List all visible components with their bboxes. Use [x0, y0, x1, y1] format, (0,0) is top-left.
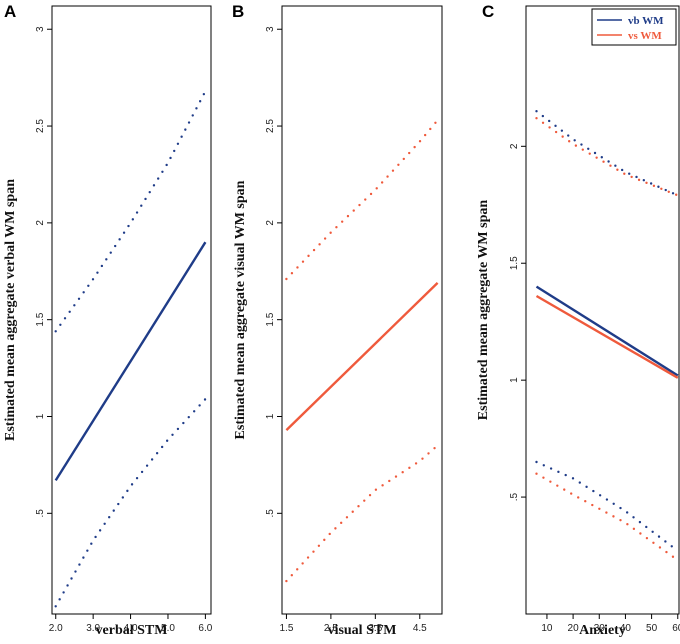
- x-tick-label: 6.0: [198, 623, 212, 634]
- x-tick-label: 4.0: [124, 623, 138, 634]
- panel-letter: B: [232, 2, 244, 21]
- y-tick-label: 1: [265, 413, 276, 419]
- y-tick-label: 2: [265, 220, 276, 226]
- y-tick-label: 3: [265, 26, 276, 32]
- estimate-line-visual-0: [285, 282, 439, 431]
- legend-label: vs WM: [628, 30, 662, 42]
- x-tick-label: 2.5: [324, 623, 338, 634]
- x-tick-label: 60: [672, 623, 680, 634]
- y-tick-label: 3: [35, 26, 46, 32]
- panel-b: B 1.5 2.5 3.5 4.5 .5 1 1.5 2 2.5 3 visual STM Estima…: [232, 2, 443, 638]
- y-tick-label: .5: [509, 492, 520, 501]
- y-tick-label: 1: [509, 377, 520, 383]
- x-tick-label: 3.0: [86, 623, 100, 634]
- panel-c: C 10 20 30 40 50 60 .5 1 1.5 2 Anxiety Estimated mea…: [476, 2, 680, 638]
- y-tick-label: 1.5: [509, 256, 520, 270]
- estimate-line-verbal-0: [535, 285, 679, 377]
- x-tick-label: 40: [620, 623, 632, 634]
- y-axis-title: Estimated mean aggregate verbal WM span: [3, 179, 18, 441]
- plot-frame: [281, 5, 443, 615]
- y-tick-label: 2: [509, 143, 520, 149]
- x-tick-label: 4.5: [413, 623, 427, 634]
- panel-a: A 2.0 3.0 4.0 5.0 6.0 .5 1 1.5 2 2.5 3 verbal STM Est…: [3, 2, 213, 638]
- plot-frame: [51, 5, 212, 615]
- y-tick-label: 2: [35, 220, 46, 226]
- y-tick-label: 1.5: [35, 312, 46, 326]
- x-tick-label: 50: [646, 623, 658, 634]
- panel-letter: A: [4, 2, 16, 21]
- x-tick-label: 30: [594, 623, 606, 634]
- estimate-line-visual-1: [535, 294, 679, 379]
- y-axis-title: Estimated mean aggregate WM span: [476, 200, 491, 421]
- ci-line-verbal-2: [54, 397, 207, 608]
- x-tick-label: 3.5: [368, 623, 382, 634]
- legend-label: vb WM: [628, 15, 664, 27]
- x-axis-title: Anxiety: [579, 623, 626, 638]
- ci-line-visual-2: [285, 444, 439, 583]
- y-tick-label: 1: [35, 413, 46, 419]
- x-tick-label: 5.0: [161, 623, 175, 634]
- x-tick-label: 2.0: [49, 623, 63, 634]
- ci-line-verbal-4: [535, 460, 679, 553]
- x-tick-label: 10: [541, 623, 553, 634]
- legend-box: [591, 8, 677, 46]
- x-axis-title: visual STM: [328, 623, 397, 638]
- y-tick-label: .5: [35, 509, 46, 518]
- y-tick-label: .5: [265, 509, 276, 518]
- ci-line-verbal-2: [535, 109, 679, 197]
- plot-frame: [525, 5, 680, 615]
- y-tick-label: 1.5: [265, 312, 276, 326]
- x-axis-title: verbal STM: [96, 623, 168, 638]
- ci-line-visual-1: [285, 118, 439, 281]
- panel-letter: C: [482, 2, 494, 21]
- estimate-line-verbal-0: [54, 241, 207, 482]
- x-tick-label: 20: [568, 623, 580, 634]
- ci-line-visual-5: [535, 472, 679, 562]
- y-tick-label: 2.5: [265, 119, 276, 133]
- y-tick-label: 2.5: [35, 119, 46, 133]
- x-tick-label: 1.5: [279, 623, 293, 634]
- ci-line-verbal-1: [54, 89, 207, 333]
- ci-line-visual-3: [535, 116, 679, 197]
- y-axis-title: Estimated mean aggregate visual WM span: [233, 180, 248, 439]
